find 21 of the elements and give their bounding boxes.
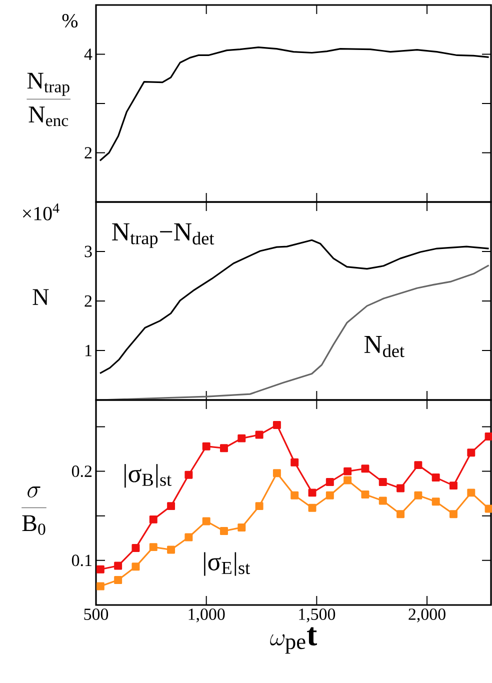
series-label: |σ$_{B}$|$_{st}$ bbox=[124, 464, 172, 488]
y-tick-label: 1 bbox=[85, 344, 92, 356]
y-axis-title: $\frac{\sigma}{\mathrm{B_0}}$ bbox=[22, 486, 46, 535]
series-label: |σ$_{E}$|$_{st}$ bbox=[204, 552, 250, 576]
legend-label: N$_{trap}$−N$_{det}$ bbox=[112, 223, 214, 248]
x-axis-title: $\omega_{\mathrm{pe}}\mathbf{t}$ bbox=[270, 627, 317, 654]
y-tick-label: 2 bbox=[84, 147, 92, 158]
text: ×10$^{4}$ bbox=[22, 203, 60, 220]
series-label: N$_{det}$ bbox=[364, 336, 404, 358]
x-tick-label: 1,500 bbox=[299, 608, 336, 622]
y-axis-title: $\mathrm{N}$ bbox=[32, 289, 49, 305]
x-tick-label: 500 bbox=[84, 608, 108, 620]
y-tick-label: 3 bbox=[84, 246, 92, 258]
y-tick-label: 0.1 bbox=[72, 554, 92, 566]
y-axis-title: $\frac{\mathrm{N_{trap}}}{\mathrm{N_{enc}}}$ bbox=[26, 72, 70, 126]
y-tick-label: 0.2 bbox=[72, 466, 92, 478]
x-tick-label: 2,000 bbox=[408, 608, 446, 622]
y-tick-label: 2 bbox=[84, 295, 92, 307]
x-tick-label: 1,000 bbox=[188, 608, 225, 622]
text: % bbox=[62, 14, 78, 28]
y-tick-label: 4 bbox=[84, 48, 92, 60]
